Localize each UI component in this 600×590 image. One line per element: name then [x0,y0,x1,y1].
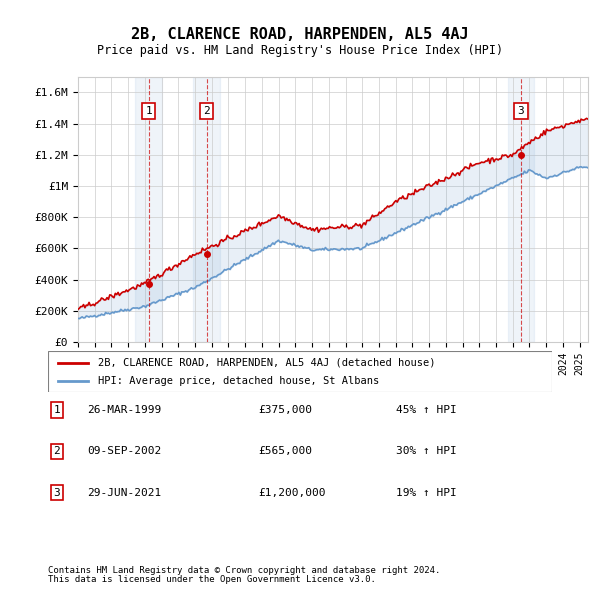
Bar [136,77,162,342]
Text: 1: 1 [145,106,152,116]
Bar [508,77,535,342]
FancyBboxPatch shape [48,351,552,392]
Text: 45% ↑ HPI: 45% ↑ HPI [396,405,457,415]
Text: £565,000: £565,000 [258,447,312,456]
Text: £375,000: £375,000 [258,405,312,415]
Text: 3: 3 [53,488,61,497]
Text: Price paid vs. HM Land Registry's House Price Index (HPI): Price paid vs. HM Land Registry's House … [97,44,503,57]
Text: Contains HM Land Registry data © Crown copyright and database right 2024.: Contains HM Land Registry data © Crown c… [48,566,440,575]
Text: 2: 2 [203,106,210,116]
Text: 26-MAR-1999: 26-MAR-1999 [87,405,161,415]
Text: 2: 2 [53,447,61,456]
Text: This data is licensed under the Open Government Licence v3.0.: This data is licensed under the Open Gov… [48,575,376,584]
Bar [193,77,220,342]
Text: 19% ↑ HPI: 19% ↑ HPI [396,488,457,497]
Text: 09-SEP-2002: 09-SEP-2002 [87,447,161,456]
Text: 2B, CLARENCE ROAD, HARPENDEN, AL5 4AJ: 2B, CLARENCE ROAD, HARPENDEN, AL5 4AJ [131,27,469,41]
Text: HPI: Average price, detached house, St Albans: HPI: Average price, detached house, St A… [98,376,380,386]
Text: 2B, CLARENCE ROAD, HARPENDEN, AL5 4AJ (detached house): 2B, CLARENCE ROAD, HARPENDEN, AL5 4AJ (d… [98,358,436,368]
Text: 3: 3 [518,106,524,116]
Text: 29-JUN-2021: 29-JUN-2021 [87,488,161,497]
Text: £1,200,000: £1,200,000 [258,488,325,497]
Text: 30% ↑ HPI: 30% ↑ HPI [396,447,457,456]
Text: 1: 1 [53,405,61,415]
